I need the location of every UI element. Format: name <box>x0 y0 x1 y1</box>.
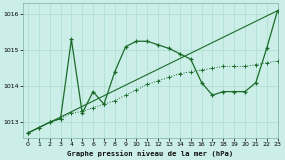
X-axis label: Graphe pression niveau de la mer (hPa): Graphe pression niveau de la mer (hPa) <box>67 150 233 156</box>
